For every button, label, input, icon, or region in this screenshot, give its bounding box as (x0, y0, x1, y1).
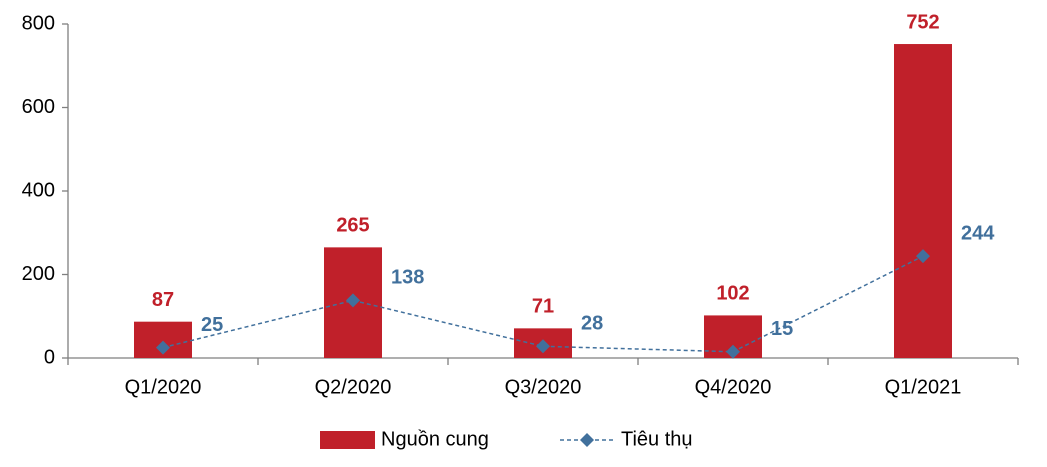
marker (536, 339, 550, 354)
x-tick-label: Q4/2020 (695, 376, 772, 398)
bar-value-label: 265 (336, 215, 369, 237)
legend-label: Tiêu thụ (621, 428, 693, 450)
y-tick-label: 600 (22, 96, 55, 118)
marker (916, 249, 930, 264)
y-tick-label: 400 (22, 179, 55, 201)
line-value-label: 244 (961, 222, 995, 244)
x-tick-label: Q3/2020 (505, 376, 582, 398)
y-tick-label: 800 (22, 12, 55, 34)
line-value-label: 15 (771, 318, 793, 340)
line-value-label: 25 (201, 314, 223, 336)
y-tick-label: 0 (44, 346, 55, 368)
bar (894, 44, 952, 358)
x-tick-label: Q2/2020 (315, 376, 392, 398)
legend-swatch (320, 431, 375, 449)
x-tick-label: Q1/2020 (125, 376, 202, 398)
bar-value-label: 102 (716, 283, 749, 305)
line (162, 255, 924, 353)
bar-value-label: 752 (906, 11, 939, 33)
legend-label: Nguồn cung (381, 428, 489, 450)
marker (346, 293, 360, 308)
marker (156, 340, 170, 355)
marker (726, 344, 740, 359)
x-tick-label: Q1/2021 (885, 376, 962, 398)
line-value-label: 28 (581, 313, 603, 335)
legend-marker (580, 433, 594, 447)
y-tick-label: 200 (22, 263, 55, 285)
line-value-label: 138 (391, 267, 424, 289)
bar-value-label: 87 (152, 289, 174, 311)
bar-value-label: 71 (532, 296, 554, 318)
